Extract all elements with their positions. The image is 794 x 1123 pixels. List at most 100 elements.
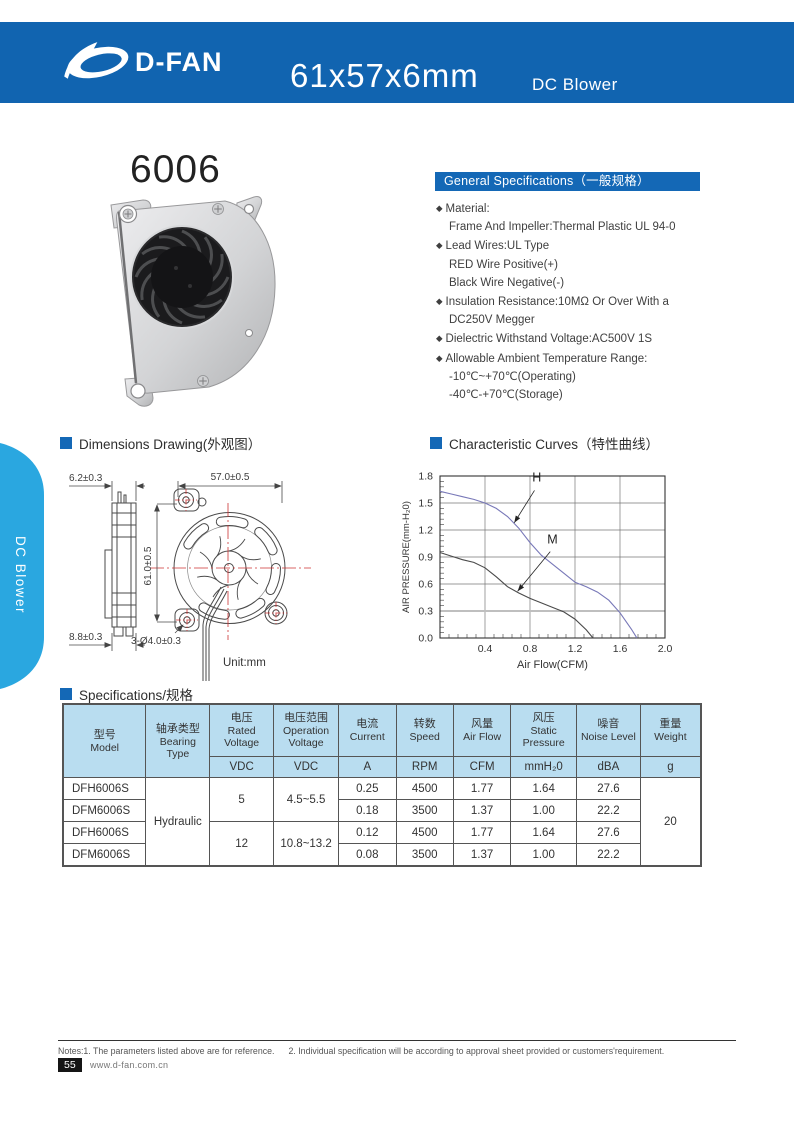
unit-header-current: A <box>338 756 397 778</box>
spec-line: Black Wire Negative(-) <box>436 274 736 292</box>
unit-header-weight: g <box>639 756 702 778</box>
cell-operation-voltage: 4.5~5.5 <box>273 777 340 822</box>
y-axis-label: AIR PRESSURE(mm-H₂0) <box>401 501 412 613</box>
x-tick-label: 1.6 <box>613 643 628 655</box>
spec-line-text: Dielectric Withstand Voltage:AC500V 1S <box>445 333 653 346</box>
product-type-label: DC Blower <box>532 75 618 94</box>
cell-model: DFM6006S <box>62 843 147 867</box>
cell-model: DFH6006S <box>62 821 147 844</box>
section-header-curves: Characteristic Curves（特性曲线） <box>430 433 659 453</box>
curve-H <box>439 490 638 639</box>
table-row: DFM6006S 0.18 3500 1.37 1.00 22.2 <box>62 799 701 822</box>
cell-current: 0.08 <box>338 843 397 867</box>
x-axis-label: Air Flow(CFM) <box>517 659 588 671</box>
general-specs-title: General Specifications（一般规格） <box>435 172 700 191</box>
diamond-bullet-icon: ◆ <box>436 296 443 307</box>
spec-line: Frame And Impeller:Thermal Plastic UL 94… <box>436 218 736 236</box>
side-tab-dc-blower: DC Blower <box>0 441 46 691</box>
lead-wires <box>202 586 228 681</box>
spec-line: ◆ Material: <box>436 199 736 218</box>
spec-line: ◆ Dielectric Withstand Voltage:AC500V 1S <box>436 329 736 348</box>
unit-header-operation-voltage: VDC <box>273 756 340 778</box>
side-tab-label: DC Blower <box>13 536 28 615</box>
spec-line-text: RED Wire Positive(+) <box>449 258 558 271</box>
cell-rated-voltage: 5 <box>209 777 275 822</box>
cell-rated-voltage: 12 <box>209 821 275 867</box>
dimensions-drawing: 6.2±0.3 8.8±0.3 57.0±0.5 61.0±0.5 3-Ø4.0… <box>69 472 311 681</box>
footer-note-1: Notes:1. The parameters listed above are… <box>58 1046 275 1056</box>
vent-cutouts <box>183 516 281 620</box>
dim-front-width-label: 57.0±0.5 <box>211 472 250 483</box>
website-url: www.d-fan.com.cn <box>90 1060 169 1070</box>
page-number-badge: 55 <box>58 1058 82 1072</box>
spec-line-text: -40℃-+70℃(Storage) <box>449 389 563 402</box>
unit-label: Unit:mm <box>223 657 266 669</box>
spec-line-text: Insulation Resistance:10MΩ Or Over With … <box>445 296 669 309</box>
diamond-bullet-icon: ◆ <box>436 352 443 363</box>
cell-speed: 4500 <box>395 777 454 800</box>
x-tick-label: 0.8 <box>523 643 538 655</box>
cell-static-pressure: 1.64 <box>510 821 578 844</box>
cell-static-pressure: 1.00 <box>510 843 578 867</box>
unit-header-noise-level: dBA <box>576 756 641 778</box>
col-header-air-flow: 风量 Air Flow <box>452 703 512 757</box>
cell-speed: 4500 <box>395 821 454 844</box>
cell-airflow: 1.77 <box>452 821 512 844</box>
spec-line: -10℃~+70℃(Operating) <box>436 368 736 386</box>
model-number: 6006 <box>130 148 221 191</box>
table-row: DFH6006S 12 10.8~13.2 0.12 4500 1.77 1.64 27.6 <box>62 821 701 867</box>
spec-line-text: Material: <box>445 203 490 215</box>
col-header-model: 型号 Model <box>62 703 147 778</box>
cell-noise-level: 22.2 <box>576 799 641 822</box>
unit-header-rated-voltage: VDC <box>209 756 275 778</box>
cell-speed: 3500 <box>395 799 454 822</box>
cell-noise-level: 27.6 <box>576 821 641 844</box>
unit-header-speed: RPM <box>395 756 454 778</box>
col-header-bearing-type: 轴承类型 Bearing Type <box>145 703 211 778</box>
section-header-dimensions: Dimensions Drawing(外观图） <box>60 433 261 453</box>
y-tick-label: 0.0 <box>418 633 433 645</box>
brand-logo: D-FAN <box>58 39 223 85</box>
diamond-bullet-icon: ◆ <box>436 240 443 251</box>
cell-model: DFH6006S <box>62 777 147 800</box>
specifications-table: 型号 Model 轴承类型 Bearing Type 电压 Rated Voltage 电压… <box>62 703 702 867</box>
y-tick-label: 0.9 <box>418 552 433 564</box>
section-title: Characteristic Curves（特性曲线） <box>449 437 660 452</box>
dim-holes-label: 3-Ø4.0±0.3 <box>131 636 181 647</box>
spec-line: DC250V Megger <box>436 311 736 329</box>
brand-name: D-FAN <box>135 46 223 77</box>
spec-line: RED Wire Positive(+) <box>436 256 736 274</box>
curve-label-M: M <box>547 533 557 547</box>
table-row: DFH6006S Hydraulic 5 4.5~5.5 0.25 4500 1.77 1.6… <box>62 777 702 867</box>
spec-line: ◆ Allowable Ambient Temperature Range: <box>436 349 736 368</box>
col-header-current: 电流 Current <box>338 703 397 757</box>
y-tick-label: 1.5 <box>418 498 433 510</box>
x-tick-label: 1.2 <box>568 643 583 655</box>
cell-static-pressure: 1.00 <box>510 799 578 822</box>
unit-header-air-flow: CFM <box>452 756 512 778</box>
general-specs-list: ◆ Material: Frame And Impeller:Thermal Pla… <box>436 199 736 404</box>
centerlines <box>150 489 311 640</box>
screw-icon <box>197 375 209 387</box>
dim-front-height-label: 61.0±0.5 <box>143 546 154 585</box>
cell-model: DFM6006S <box>62 799 147 822</box>
section-title: Dimensions Drawing(外观图） <box>79 437 262 452</box>
spec-line: -40℃-+70℃(Storage) <box>436 386 736 404</box>
col-header-static-pressure: 风压 Static Pressure <box>510 703 578 757</box>
cell-noise-level: 22.2 <box>576 843 641 867</box>
dim-side-bottom-label: 8.8±0.3 <box>69 632 103 643</box>
table-row: DFM6006S 0.08 3500 1.37 1.00 22.2 <box>62 843 701 867</box>
col-header-speed: 转数 Speed <box>395 703 454 757</box>
col-header-rated-voltage: 电压 Rated Voltage <box>209 703 275 757</box>
cell-airflow: 1.37 <box>452 843 512 867</box>
footer-rule <box>58 1040 736 1041</box>
diamond-bullet-icon: ◆ <box>436 203 443 213</box>
section-title: Specifications/规格 <box>79 688 194 703</box>
diamond-bullet-icon: ◆ <box>436 333 443 344</box>
screw-icon <box>122 208 134 220</box>
spec-line: ◆ Lead Wires:UL Type <box>436 236 736 255</box>
characteristic-curves-chart: H M 0.4 0.8 1.2 1.6 2.0 0.0 0.3 0.6 0.9 1.2 1.5 1.8 Ai… <box>398 456 698 681</box>
spec-line-text: Allowable Ambient Temperature Range: <box>445 352 648 365</box>
y-tick-label: 0.6 <box>418 579 433 591</box>
